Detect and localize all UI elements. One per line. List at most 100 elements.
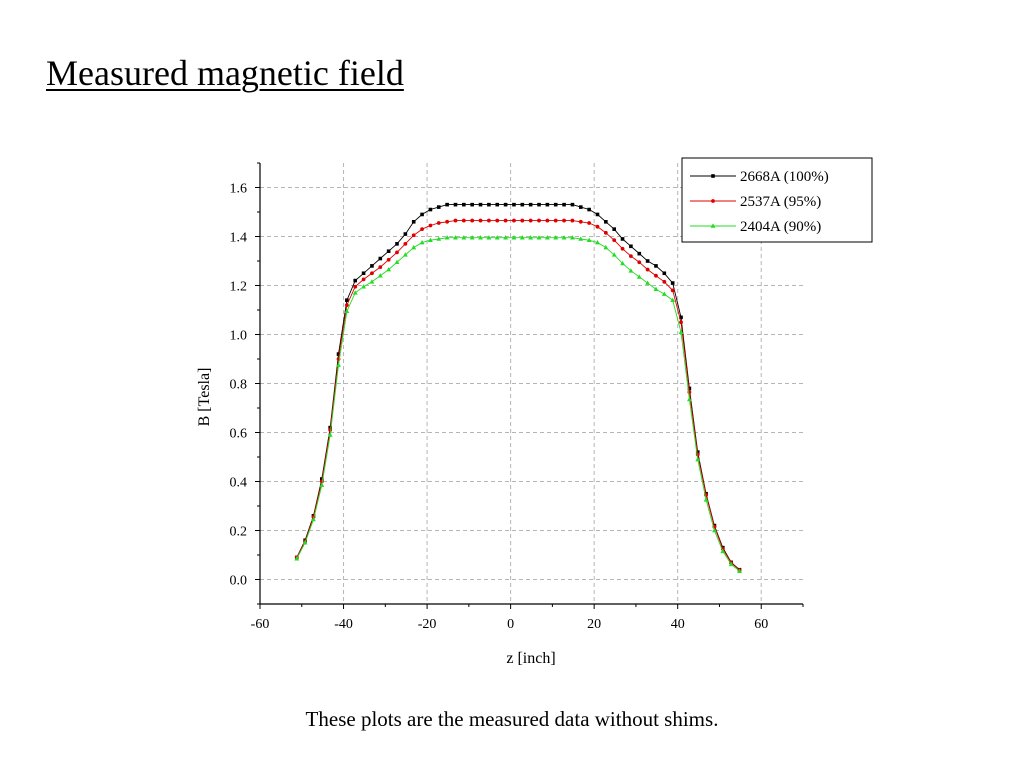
data-point <box>428 237 433 242</box>
data-point <box>645 259 650 263</box>
series-group <box>294 202 742 573</box>
data-point <box>520 218 525 223</box>
data-point <box>512 202 516 207</box>
data-point <box>553 218 558 223</box>
data-point <box>536 235 542 240</box>
data-point <box>570 218 575 223</box>
data-point <box>520 202 525 207</box>
data-point <box>336 362 341 367</box>
data-point <box>487 202 491 207</box>
data-point <box>544 235 550 240</box>
data-point <box>436 205 441 209</box>
data-point <box>519 235 525 240</box>
data-point <box>612 238 617 243</box>
ticks: -60 -40 -20 0 20 40 60 0.0 0.2 0.4 0.6 0.8 1.0 1.2 1.4… <box>230 162 804 632</box>
data-point <box>586 237 592 242</box>
data-point <box>369 279 375 284</box>
data-point <box>620 260 625 266</box>
data-point <box>495 202 500 207</box>
data-point <box>503 202 508 207</box>
data-point <box>445 202 449 207</box>
data-point <box>470 218 475 223</box>
data-point <box>470 202 474 207</box>
data-point <box>537 218 541 223</box>
data-point <box>578 205 583 209</box>
data-point <box>403 241 408 246</box>
data-point <box>411 233 416 238</box>
data-point <box>453 202 458 207</box>
data-point <box>361 271 366 276</box>
data-point <box>528 235 534 240</box>
data-point <box>553 202 558 207</box>
data-point <box>662 279 667 284</box>
data-point <box>620 237 625 241</box>
data-point <box>386 249 391 253</box>
data-point <box>361 284 366 289</box>
data-point <box>361 277 366 282</box>
data-point <box>637 260 642 265</box>
data-point <box>678 329 684 334</box>
data-point <box>352 290 358 295</box>
data-point <box>661 291 667 296</box>
data-point <box>553 235 559 240</box>
data-point <box>428 223 433 228</box>
data-point <box>712 527 717 533</box>
data-point <box>686 396 692 402</box>
data-point <box>511 235 517 240</box>
data-point <box>420 227 424 232</box>
data-point <box>628 268 634 273</box>
data-point <box>370 264 374 268</box>
data-point <box>494 235 500 240</box>
data-point <box>344 308 350 314</box>
data-point <box>512 218 516 223</box>
slide-caption: These plots are the measured data withou… <box>305 707 719 731</box>
data-point <box>478 235 483 240</box>
data-point <box>545 202 550 207</box>
data-point <box>670 281 675 285</box>
data-point <box>603 244 609 250</box>
x-tick-label: 0 <box>507 617 514 632</box>
legend-item: 2537A (95%) <box>690 194 821 210</box>
legend-marker <box>711 174 715 178</box>
data-point <box>695 456 701 462</box>
data-point <box>570 235 575 240</box>
data-point <box>528 202 533 207</box>
data-point <box>670 297 676 302</box>
data-point <box>395 250 399 255</box>
data-point <box>411 220 416 224</box>
data-point <box>612 227 617 231</box>
data-point <box>478 218 483 223</box>
data-point <box>444 235 450 240</box>
x-tick-label: 20 <box>587 617 601 632</box>
data-point <box>629 254 633 258</box>
data-point <box>411 244 417 250</box>
data-point <box>344 303 349 307</box>
data-point <box>537 202 541 207</box>
data-point <box>486 218 491 223</box>
data-point <box>728 561 734 567</box>
data-point <box>654 264 658 268</box>
data-point <box>587 221 592 225</box>
data-point <box>336 352 341 356</box>
data-point <box>419 240 425 245</box>
data-point <box>604 220 608 224</box>
data-point <box>395 242 399 246</box>
data-point <box>645 267 650 272</box>
y-tick-label: 0.0 <box>230 574 248 589</box>
data-point <box>311 516 316 522</box>
data-point <box>353 278 358 283</box>
x-tick-label: 60 <box>754 617 768 632</box>
data-point <box>345 298 349 302</box>
data-point <box>378 265 383 270</box>
legend-label: 2537A (95%) <box>740 194 821 210</box>
slide-title: Measured magnetic field <box>46 53 404 93</box>
y-tick-label: 0.4 <box>230 476 248 491</box>
series-1 <box>294 202 742 572</box>
y-axis-label: B [Tesla] <box>196 368 213 427</box>
series-line <box>296 204 740 571</box>
data-point <box>386 266 392 272</box>
data-point <box>737 568 742 573</box>
legend-item: 2668A (100%) <box>690 169 829 185</box>
